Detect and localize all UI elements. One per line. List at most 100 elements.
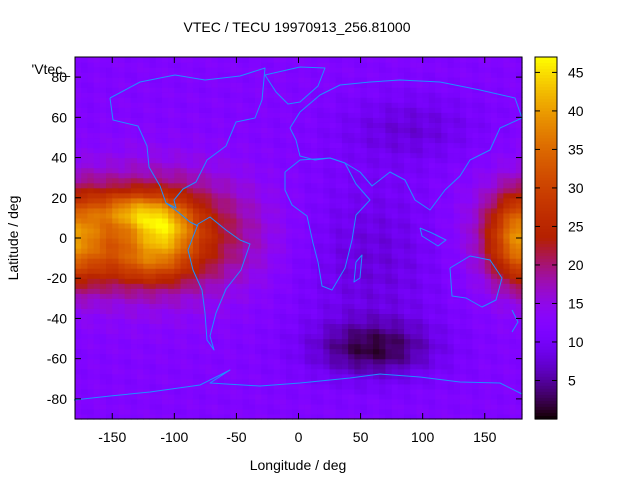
- heatmap-cell: [286, 263, 293, 269]
- heatmap-cell: [224, 102, 231, 108]
- heatmap-cell: [149, 243, 157, 249]
- heatmap-cell: [192, 288, 200, 294]
- heatmap-cell: [466, 333, 473, 340]
- heatmap-cell: [248, 92, 256, 98]
- heatmap-cell: [447, 243, 455, 249]
- heatmap-cell: [230, 398, 238, 405]
- heatmap-cell: [341, 253, 349, 259]
- heatmap-cell: [497, 187, 504, 194]
- heatmap-cell: [329, 87, 337, 93]
- heatmap-cell: [161, 358, 169, 365]
- heatmap-cell: [199, 323, 206, 330]
- heatmap-cell: [323, 122, 331, 128]
- heatmap-cell: [93, 333, 101, 340]
- heatmap-cell: [192, 232, 200, 239]
- heatmap-cell: [248, 253, 256, 259]
- heatmap-cell: [137, 227, 144, 234]
- heatmap-cell: [224, 378, 231, 385]
- heatmap-cell: [93, 398, 101, 405]
- heatmap-cell: [286, 92, 293, 98]
- heatmap-cell: [323, 172, 331, 179]
- heatmap-cell: [199, 202, 206, 209]
- heatmap-cell: [255, 388, 262, 395]
- heatmap-cell: [459, 132, 467, 139]
- heatmap-cell: [484, 67, 492, 73]
- heatmap-cell: [248, 303, 256, 309]
- heatmap-cell: [137, 102, 144, 108]
- heatmap-cell: [81, 97, 89, 103]
- heatmap-cell: [478, 157, 486, 164]
- heatmap-cell: [255, 157, 262, 164]
- heatmap-cell: [379, 353, 387, 360]
- heatmap-cell: [391, 358, 399, 365]
- heatmap-cell: [360, 348, 368, 355]
- heatmap-cell: [385, 197, 393, 204]
- heatmap-cell: [186, 127, 194, 134]
- heatmap-cell: [217, 207, 225, 214]
- heatmap-cell: [279, 353, 287, 360]
- heatmap-cell: [341, 258, 349, 264]
- heatmap-cell: [341, 338, 349, 345]
- heatmap-cell: [360, 72, 368, 78]
- heatmap-cell: [149, 413, 157, 420]
- heatmap-cell: [87, 197, 95, 204]
- heatmap-cell: [497, 152, 504, 159]
- heatmap-cell: [137, 413, 144, 420]
- heatmap-cell: [211, 212, 219, 219]
- heatmap-cell: [118, 278, 126, 284]
- heatmap-cell: [360, 258, 368, 264]
- heatmap-cell: [99, 313, 107, 320]
- heatmap-cell: [453, 328, 461, 335]
- heatmap-cell: [236, 197, 244, 204]
- heatmap-cell: [205, 82, 213, 88]
- heatmap-cell: [137, 92, 144, 98]
- heatmap-cell: [180, 67, 188, 73]
- heatmap-cell: [497, 137, 504, 144]
- heatmap-cell: [137, 202, 144, 209]
- heatmap-cell: [255, 197, 262, 204]
- heatmap-cell: [261, 308, 269, 315]
- heatmap-cell: [273, 368, 281, 375]
- heatmap-cell: [174, 132, 182, 139]
- heatmap-cell: [255, 152, 262, 159]
- heatmap-cell: [404, 398, 411, 405]
- heatmap-cell: [286, 313, 293, 320]
- heatmap-cell: [292, 318, 300, 325]
- heatmap-cell: [130, 222, 138, 229]
- heatmap-cell: [354, 358, 362, 365]
- heatmap-cell: [248, 187, 256, 194]
- heatmap-cell: [279, 263, 287, 269]
- heatmap-cell: [230, 177, 238, 184]
- heatmap-cell: [236, 212, 244, 219]
- heatmap-cell: [391, 217, 399, 224]
- heatmap-cell: [497, 393, 504, 400]
- heatmap-cell: [137, 97, 144, 103]
- heatmap-cell: [87, 222, 95, 229]
- heatmap-cell: [459, 363, 467, 370]
- heatmap-cell: [422, 62, 430, 68]
- heatmap-cell: [391, 378, 399, 385]
- heatmap-cell: [459, 248, 467, 254]
- heatmap-cell: [242, 157, 250, 164]
- heatmap-cell: [348, 137, 355, 144]
- heatmap-cell: [87, 77, 95, 83]
- heatmap-cell: [192, 243, 200, 249]
- heatmap-cell: [447, 117, 455, 123]
- heatmap-cell: [155, 348, 163, 355]
- heatmap-cell: [75, 243, 82, 249]
- heatmap-cell: [366, 77, 374, 83]
- heatmap-cell: [459, 243, 467, 249]
- heatmap-cell: [459, 127, 467, 134]
- heatmap-cell: [428, 408, 436, 415]
- heatmap-cell: [385, 338, 393, 345]
- heatmap-cell: [236, 288, 244, 294]
- heatmap-cell: [149, 62, 157, 68]
- heatmap-cell: [87, 227, 95, 234]
- heatmap-cell: [168, 107, 175, 113]
- heatmap-cell: [397, 363, 405, 370]
- heatmap-cell: [130, 298, 138, 304]
- heatmap-cell: [397, 162, 405, 169]
- heatmap-cell: [404, 318, 411, 325]
- heatmap-cell: [273, 243, 281, 249]
- heatmap-cell: [192, 398, 200, 405]
